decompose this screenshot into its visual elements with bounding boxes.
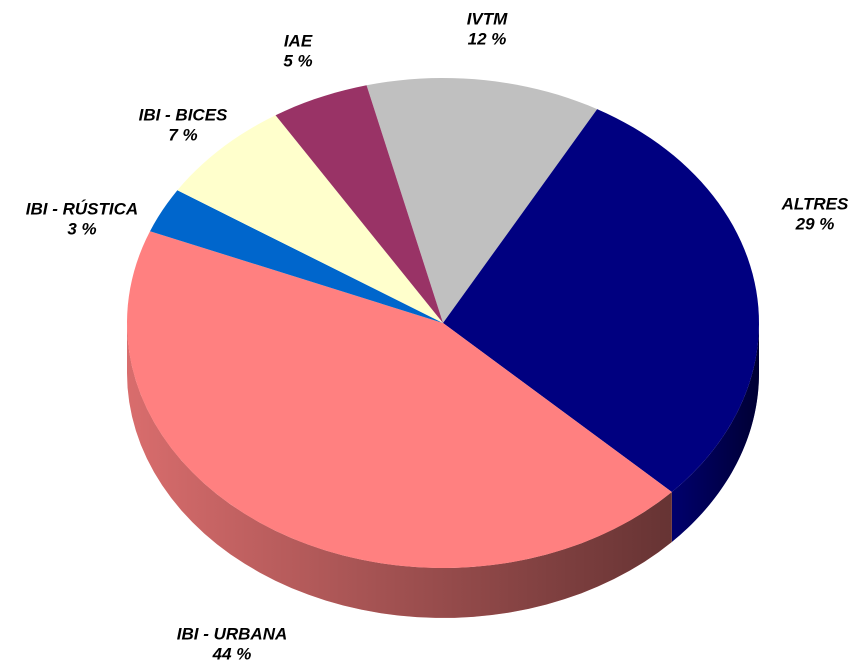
slice-label: IBI - BICES <box>139 105 228 124</box>
slice-value-label: 12 % <box>468 29 507 48</box>
pie-slice <box>150 190 444 323</box>
slice-value-label: 7 % <box>168 125 197 144</box>
slice-value-label: 3 % <box>67 219 96 238</box>
slice-label: IAE <box>284 31 313 50</box>
pie-sides <box>127 323 759 618</box>
slice-value-label: 44 % <box>212 644 252 663</box>
pie-slice <box>275 85 443 323</box>
pie-slice <box>177 115 443 324</box>
slice-label: IVTM <box>467 9 508 28</box>
pie-slice <box>127 231 672 568</box>
slice-label: IBI - RÚSTICA <box>26 199 138 218</box>
slice-value-label: 29 % <box>795 214 835 233</box>
pie-side-shade <box>671 323 759 542</box>
slice-label: IBI - URBANA <box>177 624 288 643</box>
pie-tops <box>127 78 759 568</box>
slice-label: ALTRES <box>781 194 849 213</box>
pie-slice <box>366 78 598 324</box>
pie-slice <box>443 109 759 492</box>
pie-side-shade <box>127 323 672 618</box>
slice-value-label: 5 % <box>283 51 312 70</box>
